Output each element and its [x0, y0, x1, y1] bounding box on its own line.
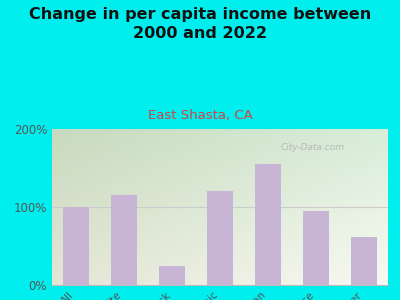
Text: City-Data.com: City-Data.com: [280, 143, 344, 152]
Text: Change in per capita income between
2000 and 2022: Change in per capita income between 2000…: [29, 8, 371, 41]
Bar: [111, 195, 137, 285]
Bar: [303, 211, 329, 285]
Bar: [159, 266, 185, 285]
Bar: [207, 191, 233, 285]
Bar: [255, 164, 281, 285]
Bar: [63, 207, 89, 285]
Text: East Shasta, CA: East Shasta, CA: [148, 110, 252, 122]
Bar: [351, 237, 377, 285]
